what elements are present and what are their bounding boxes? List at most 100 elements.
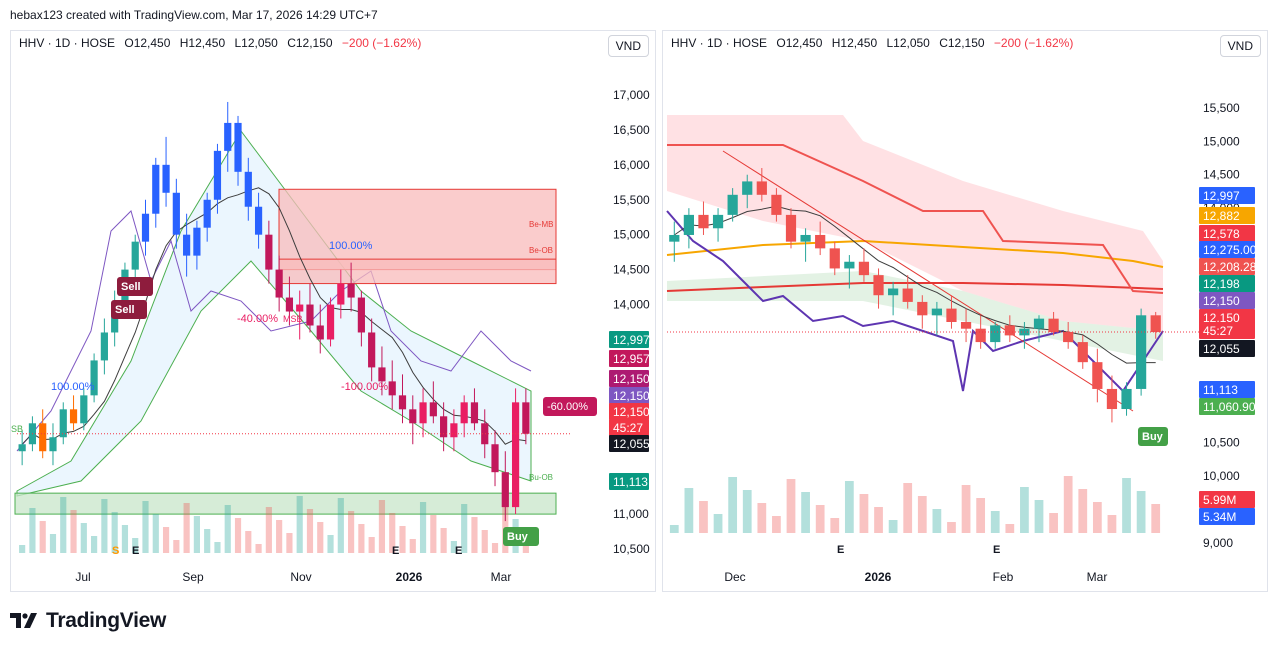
cloud-band xyxy=(667,115,1163,331)
annotation-label: E xyxy=(993,544,1000,556)
candle-body xyxy=(491,444,499,473)
price-label: 45:27 xyxy=(613,421,643,435)
legend-change: −200 (−1.62%) xyxy=(993,36,1074,50)
currency-button[interactable]: VND xyxy=(1219,35,1261,57)
y-tick-label: 15,500 xyxy=(613,193,650,207)
y-tick-label: 14,000 xyxy=(613,298,650,312)
annotation-badge xyxy=(543,397,597,416)
long-ma-line xyxy=(666,239,1164,268)
candle-body xyxy=(858,261,870,276)
volume-bar xyxy=(976,498,986,533)
y-tick-label: 9,000 xyxy=(1203,536,1233,550)
left-chart-canvas[interactable]: 17,000 16,500 16,000 15,500 15,000 14,500 14,0… xyxy=(11,31,655,591)
price-label: 12,055 xyxy=(1203,342,1240,356)
candle-body xyxy=(398,395,407,410)
volume-bar xyxy=(389,513,396,553)
annotation-label: -60.00% xyxy=(547,401,588,413)
volume-bar xyxy=(224,505,231,553)
moving-average-line xyxy=(21,187,526,445)
cloud-band-green xyxy=(667,271,1163,361)
legend-change: −200 (−1.62%) xyxy=(341,36,422,50)
candle-body xyxy=(69,409,78,424)
volume-bar xyxy=(409,539,416,553)
candle-body xyxy=(975,328,986,343)
y-tick-label: 14,500 xyxy=(613,263,650,277)
price-label-bg xyxy=(1199,491,1255,508)
annotation-label: SB xyxy=(11,424,23,434)
annotation-label: 100.00% xyxy=(329,240,373,252)
x-tick-label: Nov xyxy=(290,570,311,584)
price-label: 11,113 xyxy=(613,475,648,489)
volume-bar xyxy=(348,511,355,553)
candle-body xyxy=(1092,362,1103,389)
candle-body xyxy=(316,325,324,340)
price-label-bg xyxy=(1199,292,1255,309)
diagonal-trendline xyxy=(722,150,1134,412)
oscillator-line xyxy=(16,210,532,452)
volume-bar xyxy=(461,504,468,553)
volume-bar xyxy=(684,488,694,533)
candle-body xyxy=(1033,318,1045,329)
candle-body xyxy=(960,322,972,329)
x-tick-label: 2026 xyxy=(865,570,892,584)
footer-brand[interactable]: TradingView xyxy=(10,609,166,633)
zone-be-ob xyxy=(278,258,557,285)
candle-body xyxy=(193,227,201,256)
zone-be-mb xyxy=(278,188,557,271)
candle-body xyxy=(254,206,263,235)
candle-body xyxy=(347,283,355,298)
y-tick-label: 10,500 xyxy=(613,542,650,556)
price-label: 12,150 xyxy=(613,389,650,403)
candle-body xyxy=(888,288,899,296)
volume-bar xyxy=(757,503,767,533)
right-chart-canvas[interactable]: 15,50015,00014,50014,00010,50010,0009,00… xyxy=(663,31,1267,591)
volume-bar xyxy=(990,511,1000,533)
volume-bar xyxy=(961,485,971,533)
candle-body xyxy=(306,304,314,326)
annotation-label: E xyxy=(455,545,462,557)
volume-bar xyxy=(265,507,272,553)
price-label-bg xyxy=(609,387,649,404)
price-label-bg xyxy=(1199,381,1255,398)
annotation-label: MSB xyxy=(283,314,303,324)
volume-bar xyxy=(306,509,314,553)
y-tick-label: 15,500 xyxy=(1203,101,1240,115)
legend-open: O12,450 xyxy=(776,36,823,50)
price-label: 5.99M xyxy=(1203,493,1236,507)
candle-body xyxy=(727,194,738,215)
left-chart-panel[interactable]: 17,000 16,500 16,000 15,500 15,000 14,500 14,0… xyxy=(10,30,656,592)
candle-body xyxy=(296,304,304,312)
volume-bar xyxy=(1092,502,1102,533)
volume-bar xyxy=(337,498,344,553)
volume-bar xyxy=(713,514,723,533)
currency-button[interactable]: VND xyxy=(607,35,649,57)
candle-body xyxy=(946,308,957,322)
price-label-bg xyxy=(609,403,649,420)
legend-high: H12,450 xyxy=(831,36,878,50)
right-chart-panel[interactable]: 15,50015,00014,50014,00010,50010,0009,00… xyxy=(662,30,1268,592)
zone-bu-ob xyxy=(14,492,557,515)
volume-bar xyxy=(204,529,211,553)
price-label: 12,275.00 xyxy=(1203,243,1257,257)
volume-bar xyxy=(193,516,200,553)
annotation-label: Be-MB xyxy=(529,220,553,229)
candle-body xyxy=(917,301,928,316)
price-label: 12,150 xyxy=(1203,294,1240,308)
volume-bar xyxy=(286,533,293,553)
annotation-label: Sell xyxy=(121,281,141,293)
price-label-bg xyxy=(1199,309,1255,326)
candle-body xyxy=(429,402,437,417)
y-tick-label: 17,000 xyxy=(613,88,650,102)
annotation-badge xyxy=(1138,427,1168,446)
candle-body xyxy=(203,199,211,228)
volume-bar xyxy=(786,479,796,533)
candle-body xyxy=(378,367,386,382)
price-label-bg xyxy=(1199,340,1255,357)
volume-bar xyxy=(669,525,679,533)
volume-bar xyxy=(214,542,221,553)
volume-bar xyxy=(772,516,781,533)
volume-bar xyxy=(1151,504,1161,533)
price-label: 12,997 xyxy=(1203,189,1240,203)
x-tick-label: Mar xyxy=(1087,570,1108,584)
volume-bar xyxy=(450,541,457,553)
